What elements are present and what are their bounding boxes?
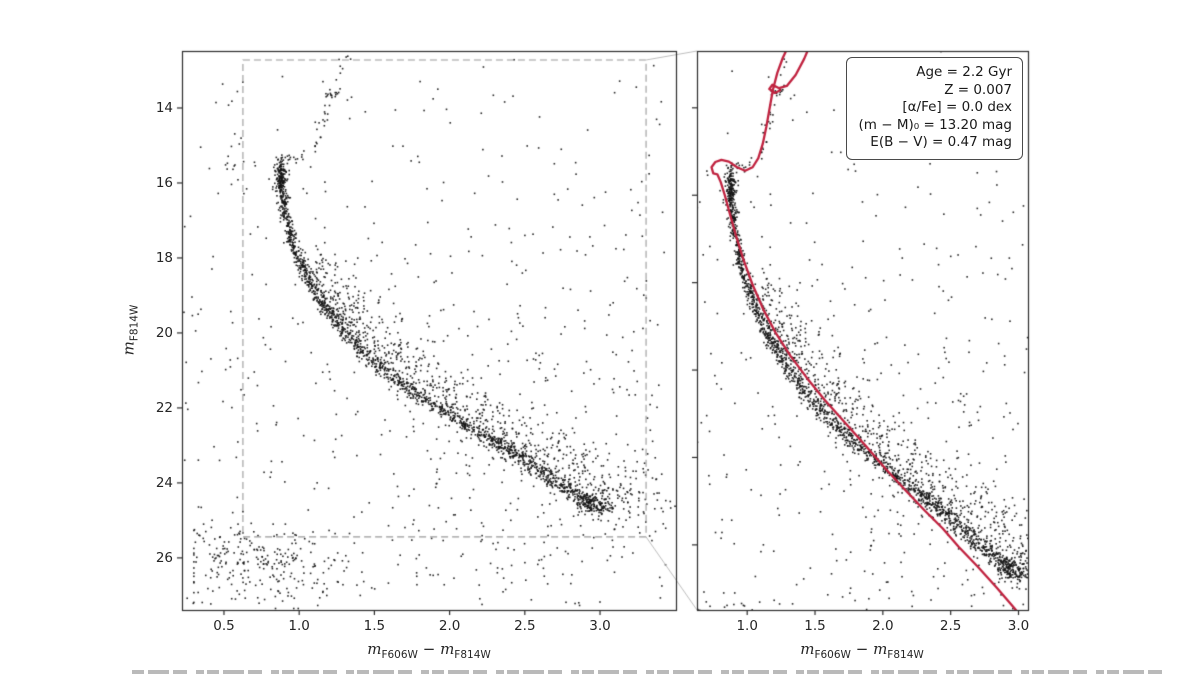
tick-label-left-x: 2.5 (514, 618, 536, 634)
tick-label-right-x: 1.0 (736, 618, 758, 634)
tick-label-left-y: 22 (155, 399, 173, 416)
tick-label-right-x: 2.0 (872, 618, 894, 634)
legend-line-age: Age = 2.2 Gyr (916, 64, 1012, 80)
tick-label-left-x: 3.0 (589, 618, 611, 634)
tick-label-right-x: 2.5 (939, 618, 962, 634)
tick-label-left-y: 20 (155, 324, 173, 341)
left-x-axis-label: mF606W − mF814W (367, 640, 491, 661)
ylabel-var: m (119, 341, 138, 356)
legend-line-reddening: E(B − V) = 0.47 mag (870, 134, 1012, 150)
tick-label-left-x: 1.5 (363, 618, 386, 634)
tick-label-left-y: 14 (155, 99, 173, 116)
legend-line-distance-modulus: (m − M)₀ = 13.20 mag (858, 116, 1012, 133)
cropped-caption-strip (132, 670, 1162, 674)
tick-label-left-x: 2.0 (438, 618, 461, 634)
tick-label-left-x: 1.0 (288, 618, 310, 634)
tick-label-left-x: 0.5 (213, 618, 235, 634)
minus-sign: − (422, 640, 436, 658)
minus-sign: − (855, 640, 869, 658)
isochrone-legend: Age = 2.2 Gyr Z = 0.007 [α/Fe] = 0.0 dex… (845, 57, 1023, 160)
tick-label-left-y: 16 (155, 174, 173, 191)
ylabel-sub: F814W (128, 304, 141, 342)
tick-label-left-y: 26 (155, 549, 173, 566)
tick-label-right-x: 3.0 (1007, 618, 1030, 634)
legend-line-alpha-fe: [α/Fe] = 0.0 dex (902, 99, 1012, 115)
tick-label-right-x: 1.5 (804, 618, 826, 634)
right-x-axis-label: mF606W − mF814W (800, 640, 924, 661)
tick-label-left-y: 18 (155, 249, 173, 266)
legend-line-z: Z = 0.007 (944, 81, 1012, 98)
left-y-axis-label: mF814W (120, 305, 141, 356)
tick-label-left-y: 24 (155, 474, 173, 491)
